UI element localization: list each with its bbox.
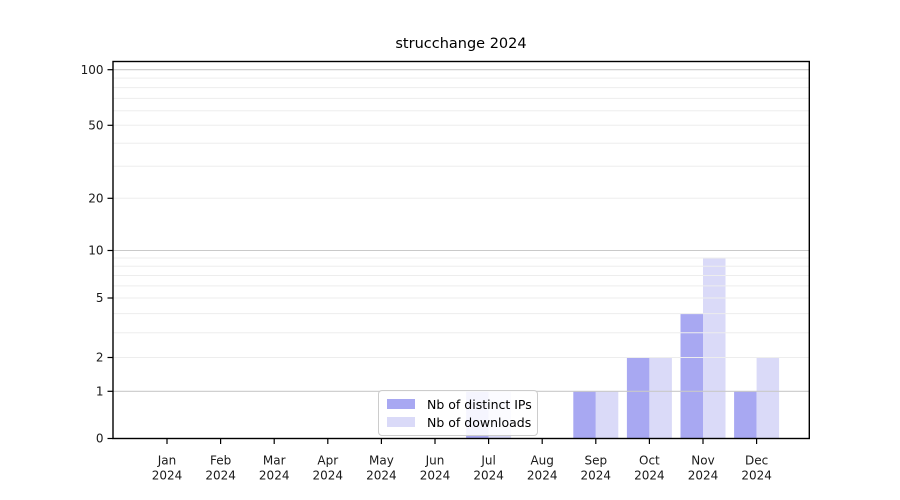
y-axis: 0 1 2 5 10 20 50 100	[81, 63, 113, 446]
x-tick-label-jul: Jul	[480, 454, 495, 468]
legend-item-downloads: Nb of downloads	[387, 415, 537, 430]
x-tick-label-jan: Jan	[157, 454, 177, 468]
bar-nb-of-distinct-ips-nov	[680, 313, 703, 439]
x-tick-label-aug: Aug	[530, 454, 553, 468]
x-tick-label-sep: Sep	[584, 454, 607, 468]
x-tick-label-year-jan: 2024	[152, 469, 183, 483]
x-tick-label-mar: Mar	[263, 454, 286, 468]
y-tick-label-20: 20	[88, 192, 103, 206]
x-tick-label-apr: Apr	[317, 454, 338, 468]
legend-swatch-distinct-ips	[387, 399, 415, 409]
x-tick-label-year-jun: 2024	[420, 469, 451, 483]
y-tick-label-50: 50	[88, 119, 103, 133]
y-tick-label-100: 100	[81, 63, 104, 77]
x-tick-label-year-aug: 2024	[527, 469, 558, 483]
x-tick-label-year-apr: 2024	[313, 469, 344, 483]
x-tick-label-year-jul: 2024	[473, 469, 504, 483]
y-tick-label-1: 1	[96, 385, 104, 399]
y-tick-label-0: 0	[96, 432, 104, 446]
legend: Nb of distinct IPs Nb of downloads	[378, 390, 538, 436]
x-tick-label-oct: Oct	[639, 454, 660, 468]
bar-nb-of-distinct-ips-oct	[626, 357, 650, 439]
bar-nb-of-downloads-dec	[756, 357, 780, 439]
y-tick-label-2: 2	[96, 351, 104, 365]
x-tick-label-year-mar: 2024	[259, 469, 290, 483]
x-tick-label-year-oct: 2024	[634, 469, 665, 483]
gridlines-minor	[113, 77, 810, 358]
bar-nb-of-downloads-nov	[703, 257, 726, 439]
legend-label-downloads: Nb of downloads	[427, 414, 532, 430]
x-tick-label-year-dec: 2024	[741, 469, 772, 483]
bar-nb-of-downloads-sep	[595, 391, 619, 439]
x-tick-label-may: May	[369, 454, 394, 468]
x-tick-label-year-may: 2024	[366, 469, 397, 483]
x-axis: Jan2024Feb2024Mar2024Apr2024May2024Jun20…	[152, 438, 772, 483]
legend-item-distinct-ips: Nb of distinct IPs	[387, 397, 537, 412]
x-tick-label-nov: Nov	[691, 454, 714, 468]
x-tick-label-year-sep: 2024	[581, 469, 612, 483]
bars-group	[466, 257, 780, 439]
x-tick-label-year-feb: 2024	[205, 469, 236, 483]
x-tick-label-year-nov: 2024	[688, 469, 719, 483]
bar-nb-of-distinct-ips-dec	[734, 391, 757, 439]
y-tick-label-10: 10	[88, 244, 103, 258]
bar-nb-of-downloads-oct	[649, 357, 672, 439]
y-tick-label-5: 5	[96, 291, 104, 305]
x-tick-label-feb: Feb	[210, 454, 231, 468]
bar-nb-of-distinct-ips-sep	[573, 391, 596, 439]
x-tick-label-jun: Jun	[425, 454, 445, 468]
chart-title: strucchange 2024	[395, 36, 527, 52]
legend-label-distinct-ips: Nb of distinct IPs	[427, 396, 532, 412]
legend-swatch-downloads	[387, 417, 415, 427]
x-tick-label-dec: Dec	[745, 454, 768, 468]
